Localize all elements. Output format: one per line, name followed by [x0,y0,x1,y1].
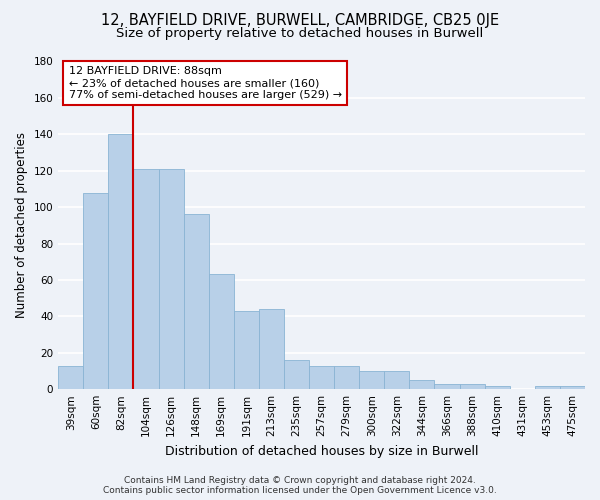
Bar [133,169,158,389]
Text: Size of property relative to detached houses in Burwell: Size of property relative to detached ho… [116,28,484,40]
Bar [83,192,109,389]
Bar [560,386,585,389]
Bar [184,214,209,389]
Bar [284,360,309,389]
Bar [535,386,560,389]
Bar [434,384,460,389]
Bar [58,366,83,389]
Bar [485,386,510,389]
Bar [259,309,284,389]
Text: 12 BAYFIELD DRIVE: 88sqm
← 23% of detached houses are smaller (160)
77% of semi-: 12 BAYFIELD DRIVE: 88sqm ← 23% of detach… [69,66,342,100]
Bar [158,169,184,389]
Bar [460,384,485,389]
Y-axis label: Number of detached properties: Number of detached properties [15,132,28,318]
Bar [385,371,409,389]
Bar [209,274,234,389]
Bar [109,134,133,389]
Bar [334,366,359,389]
Text: Contains HM Land Registry data © Crown copyright and database right 2024.
Contai: Contains HM Land Registry data © Crown c… [103,476,497,495]
Bar [409,380,434,389]
X-axis label: Distribution of detached houses by size in Burwell: Distribution of detached houses by size … [165,444,478,458]
Bar [234,311,259,389]
Bar [359,371,385,389]
Text: 12, BAYFIELD DRIVE, BURWELL, CAMBRIDGE, CB25 0JE: 12, BAYFIELD DRIVE, BURWELL, CAMBRIDGE, … [101,12,499,28]
Bar [309,366,334,389]
